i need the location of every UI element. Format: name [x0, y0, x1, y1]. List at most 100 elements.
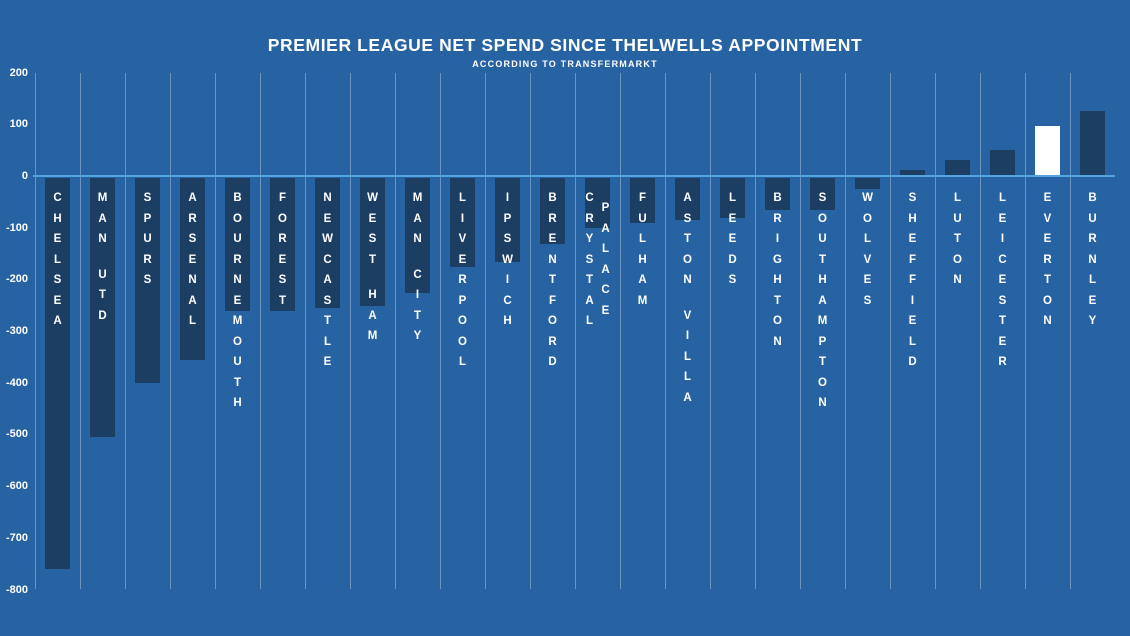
gridline: [35, 73, 36, 589]
bar-label-letter: T: [998, 315, 1007, 327]
bar-label-letter: U: [233, 233, 242, 245]
bar-label-letter: O: [818, 376, 827, 389]
bar-label-letter: T: [773, 294, 782, 307]
y-axis-label--600: -600: [5, 480, 28, 493]
bar-label-letter: A: [601, 263, 610, 276]
bar-leeds: [720, 178, 745, 218]
bar-label-letter: N: [953, 274, 962, 286]
bar-label-letter: L: [998, 192, 1007, 204]
bar-wolves: [855, 178, 880, 190]
gridline: [980, 73, 981, 589]
bar-label-letter: N: [98, 233, 107, 245]
bar-label-letter: A: [638, 274, 647, 286]
bar-label-letter: Y: [585, 233, 594, 245]
bar-label-letter: S: [683, 212, 692, 225]
bar-label-letter: C: [323, 253, 332, 266]
bar-everton: [1035, 126, 1060, 176]
gridline: [80, 73, 81, 589]
bar-label-letter: I: [910, 294, 915, 307]
bar-label-letter: E: [368, 212, 377, 225]
gridline: [485, 73, 486, 589]
bar-label-letter: S: [278, 274, 287, 286]
bar-label-letter: S: [585, 253, 594, 266]
bar-label-letter: S: [908, 192, 917, 204]
bar-label-letter: P: [458, 294, 467, 307]
bar-label-letter: O: [278, 212, 287, 225]
bar-label-letter: S: [503, 233, 512, 245]
bar-label-letter: H: [233, 397, 242, 409]
bar-label-letter: N: [1043, 315, 1052, 327]
bar-label-letter: U: [818, 233, 827, 245]
bar-label-letter: A: [188, 192, 197, 204]
bar-label-letter: A: [53, 315, 62, 327]
bar-label-letter: L: [953, 192, 962, 204]
bar-aston-villa: [675, 178, 700, 221]
bar-label-letter: T: [683, 233, 692, 245]
bar-label-letter: T: [368, 253, 377, 266]
gridline: [755, 73, 756, 589]
bar-label-letter: N: [1088, 253, 1097, 266]
bar-label-letter: E: [188, 253, 197, 266]
bar-label-letter: C: [503, 294, 512, 307]
bar-label-letter: U: [1088, 212, 1097, 225]
bar-label-letter: M: [817, 315, 828, 327]
bar-label-letter: O: [233, 335, 242, 348]
bar-label-letter: S: [998, 294, 1007, 307]
bar-label-letter: B: [1088, 192, 1097, 204]
bar-label-letter: H: [53, 212, 62, 225]
bar-sheffield: [900, 170, 925, 176]
bar-label-letter: S: [143, 192, 152, 204]
bar-label-letter: O: [683, 253, 692, 266]
bar-label-letter: E: [998, 274, 1007, 286]
bar-label-letter: H: [773, 274, 782, 286]
gridline: [710, 73, 711, 589]
bar-label-letter: A: [818, 294, 827, 307]
bar-label-letter: B: [548, 192, 557, 204]
bar-label-letter: C: [998, 253, 1007, 266]
bar-label-letter: T: [1043, 274, 1052, 286]
bar-label-letter: M: [412, 192, 423, 204]
bar-label-letter: R: [1088, 233, 1097, 245]
gridline: [395, 73, 396, 589]
bar-label-letter: O: [233, 212, 242, 225]
gridline: [170, 73, 171, 589]
bar-label-letter: F: [548, 294, 557, 307]
y-axis-label-200: 200: [9, 66, 28, 79]
chart-subtitle: ACCORDING TO TRANSFERMARKT: [472, 59, 658, 69]
bar-label-letter: A: [413, 212, 422, 225]
bar-label-letter: W: [367, 192, 378, 204]
bar-west-ham: [360, 178, 385, 306]
bar-label-letter: S: [728, 274, 737, 286]
bar-label-letter: N: [413, 233, 422, 245]
bar-label-letter: E: [323, 356, 332, 368]
gridline: [575, 73, 576, 589]
bar-label-letter: R: [548, 335, 557, 348]
bar-label-letter: E: [53, 233, 62, 245]
bar-label-letter: T: [233, 376, 242, 389]
bar-label-letter: P: [143, 212, 152, 225]
bar-label-letter: R: [233, 253, 242, 266]
bar-label-letter: I: [415, 289, 420, 301]
bar-label-letter: A: [98, 212, 107, 225]
bar-label-letter: S: [368, 233, 377, 245]
